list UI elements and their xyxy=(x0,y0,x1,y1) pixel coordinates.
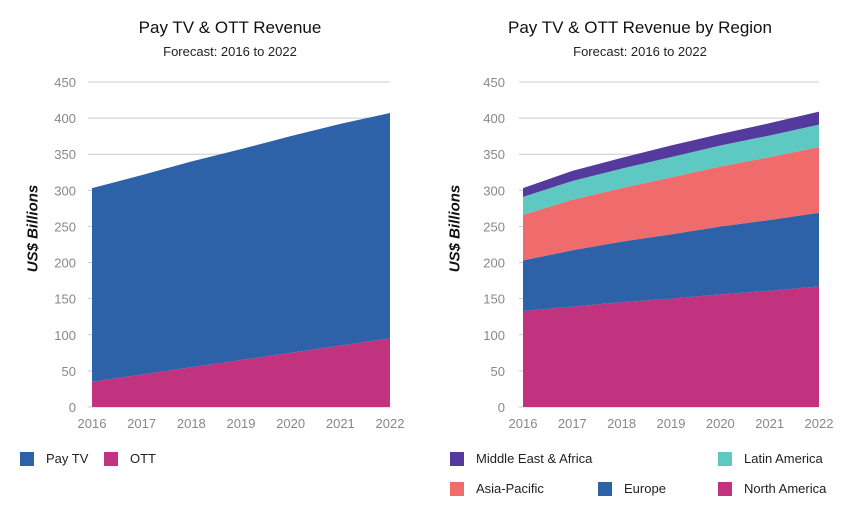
chart-1-subtitle: Forecast: 2016 to 2022 xyxy=(163,44,297,59)
legend-swatch-pay-tv xyxy=(20,451,34,466)
legend-label-ott: OTT xyxy=(130,451,156,466)
chart-2-area-asia-pacific xyxy=(523,147,819,261)
legend-swatch-middle-east-africa xyxy=(450,451,464,466)
legend-label-latin-america: Latin America xyxy=(744,451,823,466)
chart-1-title: Pay TV & OTT Revenue xyxy=(138,18,322,37)
chart-1-x-tick-label: 2021 xyxy=(326,416,355,431)
chart-2-y-tick-label: 400 xyxy=(483,111,505,126)
chart-2-y-tick-label: 450 xyxy=(483,75,505,90)
chart-1-y-tick-label: 100 xyxy=(54,328,76,343)
chart-1-y-tick-label: 300 xyxy=(54,183,76,198)
chart-2-area-middle-east-and-africa xyxy=(523,111,819,197)
chart-2-x-tick-label: 2022 xyxy=(805,416,834,431)
chart-2-x-tick-label: 2017 xyxy=(558,416,587,431)
chart-1-x-tick-label: 2018 xyxy=(177,416,206,431)
chart-2-x-tick-label: 2016 xyxy=(509,416,538,431)
chart-1-y-tick-label: 400 xyxy=(54,111,76,126)
legend-swatch-north-america xyxy=(718,481,732,496)
chart-1-x-tick-label: 2020 xyxy=(276,416,305,431)
chart-2-y-tick-label: 50 xyxy=(491,364,505,379)
chart-2-y-tick-label: 350 xyxy=(483,147,505,162)
chart-2-x-tick-label: 2019 xyxy=(657,416,686,431)
legend-item-asia-pacific: Asia-Pacific xyxy=(450,481,544,496)
legend-swatch-asia-pacific xyxy=(450,481,464,496)
chart-1-x-tick-label: 2017 xyxy=(127,416,156,431)
chart-2-area-north-america xyxy=(523,286,819,407)
chart-2-x-tick-label: 2021 xyxy=(755,416,784,431)
chart-2-y-tick-label: 0 xyxy=(498,400,505,415)
chart-1-y-tick-label: 350 xyxy=(54,147,76,162)
chart-1-x-tick-label: 2016 xyxy=(78,416,107,431)
legend-item-ott: OTT xyxy=(104,451,156,466)
chart-2-y-tick-label: 100 xyxy=(483,328,505,343)
legend-swatch-europe xyxy=(598,481,612,496)
chart-2-area-europe xyxy=(523,212,819,311)
chart-1-y-tick-label: 0 xyxy=(69,400,76,415)
chart-2-area-latin-america xyxy=(523,124,819,215)
legend-label-middle-east-africa: Middle East & Africa xyxy=(476,451,593,466)
chart-1-x-tick-label: 2022 xyxy=(376,416,405,431)
chart-1-y-tick-label: 200 xyxy=(54,256,76,271)
legend-swatch-ott xyxy=(104,451,118,466)
chart-1-y-tick-label: 150 xyxy=(54,292,76,307)
chart-1-area-ott xyxy=(92,338,390,407)
legend-label-asia-pacific: Asia-Pacific xyxy=(476,481,544,496)
legend-label-europe: Europe xyxy=(624,481,666,496)
legend-swatch-latin-america xyxy=(718,451,732,466)
chart-1-y-tick-label: 250 xyxy=(54,219,76,234)
legend-label-north-america: North America xyxy=(744,481,827,496)
chart-1-y-tick-label: 50 xyxy=(62,364,76,379)
chart-2-subtitle: Forecast: 2016 to 2022 xyxy=(573,44,707,59)
legend-item-pay-tv: Pay TV xyxy=(20,451,88,466)
chart-2-x-tick-label: 2020 xyxy=(706,416,735,431)
chart-2-y-tick-label: 150 xyxy=(483,292,505,307)
chart-2-x-tick-label: 2018 xyxy=(607,416,636,431)
chart-1-area-pay-tv xyxy=(92,113,390,382)
chart-2-y-tick-label: 300 xyxy=(483,183,505,198)
chart-1-y-tick-label: 450 xyxy=(54,75,76,90)
legend-item-north-america: North America xyxy=(718,481,826,496)
legend-item-latin-america: Latin America xyxy=(718,451,823,466)
legend-item-middle-east-africa: Middle East & Africa xyxy=(450,451,592,466)
chart-2-y-tick-label: 250 xyxy=(483,219,505,234)
legend-label-pay-tv: Pay TV xyxy=(46,451,89,466)
chart-1-x-tick-label: 2019 xyxy=(227,416,256,431)
chart-2-y-tick-label: 200 xyxy=(483,256,505,271)
legend-item-europe: Europe xyxy=(598,481,666,496)
chart-2-title: Pay TV & OTT Revenue by Region xyxy=(508,18,772,37)
